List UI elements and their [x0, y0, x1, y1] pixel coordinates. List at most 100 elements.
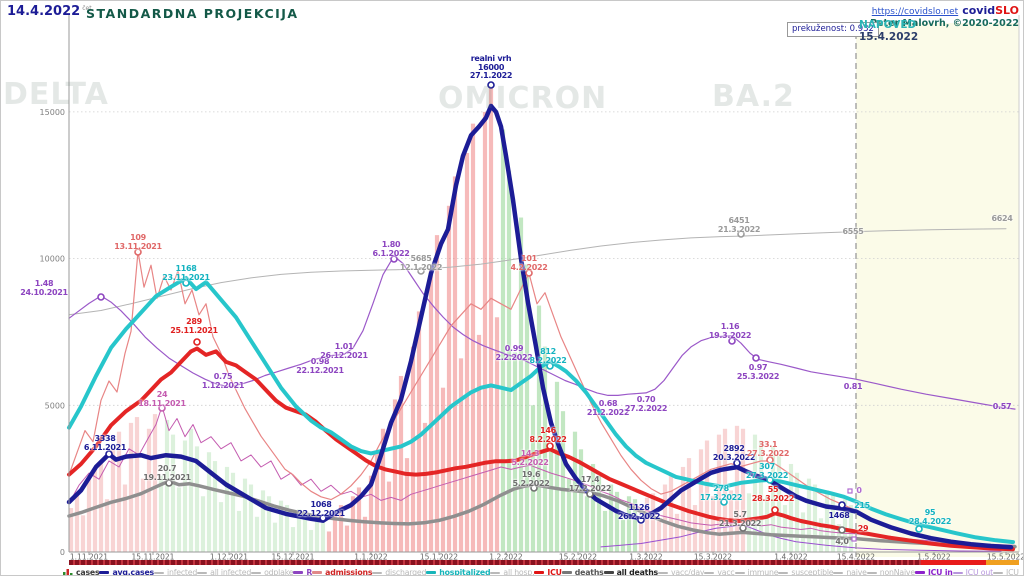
series-icu: [67, 346, 1015, 552]
legend-item-admissions[interactable]: admissions: [312, 568, 372, 575]
daily-cases-bar: [254, 516, 260, 552]
daily-cases-bar: [806, 478, 812, 552]
legend-item-deaths[interactable]: deaths: [561, 568, 604, 575]
author-credit: Peter Malovrh, ©2020-2022: [870, 18, 1019, 29]
x-tick-label: 1.5.2022: [917, 553, 951, 562]
forecast-label: NAPOVED 15.4.2022: [859, 19, 918, 43]
daily-cases-bar: [188, 428, 194, 552]
daily-cases-bar: [116, 431, 122, 552]
annotation-marker: [737, 230, 745, 238]
daily-cases-bar: [554, 381, 560, 552]
legend-swatch: [372, 571, 383, 574]
prekuzenost-badge: prekuženost: 0.932: [787, 22, 879, 37]
report-weekday: čet: [82, 4, 92, 12]
annotation-marker: [134, 248, 142, 256]
legend-swatch: [734, 571, 745, 574]
daily-cases-bar: [182, 440, 188, 552]
daily-cases-bar: [416, 311, 422, 552]
legend-item-avg-cases[interactable]: avg.cases: [99, 568, 154, 575]
series-all_deaths: [68, 228, 1007, 316]
legend-swatch: [312, 571, 323, 574]
daily-cases-bar: [848, 505, 854, 552]
daily-cases-bar: [74, 493, 80, 552]
daily-cases-bar: [794, 472, 800, 552]
legend-item-all-deaths[interactable]: all deaths: [603, 568, 658, 575]
legend-swatch: [952, 571, 963, 574]
daily-cases-bar: [674, 513, 680, 552]
daily-cases-bar: [332, 510, 338, 552]
x-tick-label: 1.3.2022: [629, 553, 663, 562]
daily-cases-bar: [302, 512, 308, 552]
legend-item-vacc-day[interactable]: vacc/day: [658, 568, 705, 576]
legend-swatch: [99, 571, 110, 574]
daily-cases-bar: [128, 422, 134, 552]
daily-cases-bar: [656, 521, 662, 552]
daily-cases-bar: [68, 507, 74, 552]
daily-cases-bar: [242, 478, 248, 552]
daily-cases-bar: [92, 468, 98, 552]
daily-cases-bar: [200, 496, 206, 552]
legend-item-cases[interactable]: cases: [63, 568, 100, 575]
x-tick-label: 15.2.2022: [559, 553, 597, 562]
legend-item-icu-in[interactable]: ICU in: [914, 568, 953, 575]
legend-swatch: [704, 571, 715, 574]
series-admissions: [68, 250, 1014, 548]
legend-item-label: vacc/day: [671, 568, 705, 576]
legend-item-icu-out[interactable]: ICU out: [952, 568, 993, 575]
daily-cases-bar: [638, 524, 644, 552]
legend-item-discharged[interactable]: discharged: [372, 568, 426, 575]
daily-cases-bar: [746, 493, 752, 552]
daily-cases-bar: [374, 452, 380, 552]
legend-swatch: [426, 571, 437, 574]
legend-item-naive[interactable]: naive: [833, 568, 867, 575]
page-title: STANDARDNA PROJEKCIJA: [86, 6, 299, 21]
daily-cases-bar: [716, 434, 722, 552]
site-link[interactable]: https://covidslo.net: [871, 7, 959, 17]
daily-cases-bar: [818, 518, 824, 552]
daily-cases-bar: [134, 417, 140, 552]
daily-cases-bar: [662, 484, 668, 552]
legend-item-odplake[interactable]: odplake: [251, 568, 294, 576]
legend-item-all-infected[interactable]: all infected: [197, 568, 251, 575]
annotation-marker: [97, 293, 105, 301]
legend-item-icu-deaths[interactable]: ICU deaths: [992, 568, 1019, 575]
annotation-marker: [739, 524, 747, 532]
x-tick-label: 1.12.2021: [210, 553, 248, 562]
legend-item-nonnaive[interactable]: nonNaive: [866, 568, 915, 575]
annotation-marker: [838, 501, 846, 509]
daily-cases-bar: [800, 512, 806, 552]
legend-item-icu[interactable]: ICU: [534, 568, 562, 575]
daily-cases-bar: [386, 481, 392, 552]
daily-cases-bar: [632, 499, 638, 552]
ribbon-segment: [921, 560, 986, 565]
annotation-marker: [733, 459, 741, 467]
legend-item-label: all hosp.: [503, 568, 535, 576]
legend-item-immune[interactable]: immune: [734, 568, 779, 576]
daily-cases-bar: [158, 475, 164, 552]
daily-cases-bar: [614, 491, 620, 552]
legend-item-label: immune: [747, 568, 779, 576]
legend-item-susceptible[interactable]: susceptible: [778, 568, 834, 575]
daily-cases-bar: [338, 505, 344, 552]
y-tick-label: 10000: [40, 255, 65, 264]
x-tick-label: 1.11.2021: [70, 553, 108, 562]
daily-cases-bar: [452, 176, 458, 552]
legend-item-hospitalized[interactable]: hospitalized: [426, 568, 491, 575]
legend-item-infected[interactable]: infected: [154, 568, 197, 575]
daily-cases-bar: [584, 496, 590, 552]
legend-item-label: odplake: [264, 568, 294, 576]
legend-item-r[interactable]: R: [293, 568, 312, 575]
daily-cases-bar: [626, 496, 632, 552]
legend-swatch: [490, 571, 501, 574]
legend-item-vacc[interactable]: vacc: [704, 568, 735, 575]
daily-cases-bar: [278, 500, 284, 552]
annotation-marker: [417, 267, 425, 275]
daily-cases-bar: [206, 452, 212, 552]
daily-cases-bar: [236, 510, 242, 552]
daily-cases-bar: [788, 463, 794, 552]
daily-cases-bar: [512, 352, 518, 552]
legend-swatch: [293, 571, 304, 574]
legend-item-all-hosp-[interactable]: all hosp.: [490, 568, 535, 576]
daily-cases-bar: [758, 440, 764, 552]
daily-cases-bar: [536, 305, 542, 552]
